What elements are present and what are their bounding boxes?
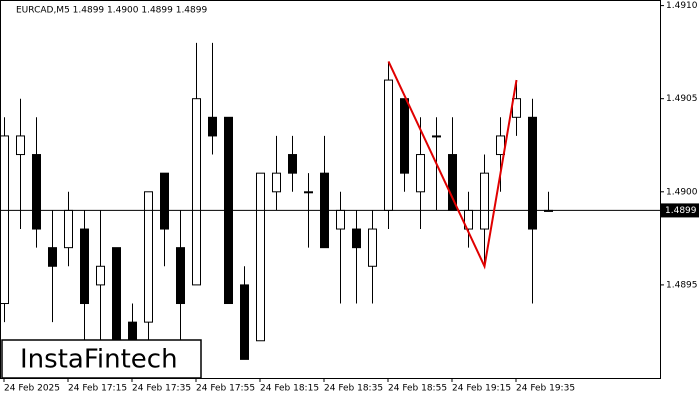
y-tick-label: 1.4895	[666, 280, 698, 290]
x-tick-label: 24 Feb 17:15	[68, 384, 127, 394]
candle-body	[384, 79, 393, 211]
last-price-box	[661, 203, 699, 218]
x-tick-label: 24 Feb 17:35	[132, 384, 191, 394]
candle-body	[208, 116, 217, 137]
candle-body	[64, 209, 73, 249]
candle-body	[160, 172, 169, 230]
plot-frame	[0, 0, 661, 379]
candle-body	[48, 247, 57, 267]
candle-body	[480, 172, 489, 230]
candle-body	[128, 321, 137, 342]
watermark-box	[1, 339, 202, 379]
candle-body	[432, 135, 441, 138]
chart-title: EURCAD,M5 1.4899 1.4900 1.4899 1.4899	[16, 6, 207, 16]
candle-body	[0, 135, 9, 305]
candle-body	[144, 191, 153, 323]
candle-body	[368, 228, 377, 267]
candle-body	[272, 172, 281, 193]
y-tick-label: 1.4905	[666, 94, 698, 104]
last-price-label: 1.4899	[665, 206, 697, 216]
candle-body	[288, 154, 297, 174]
y-tick-label: 1.4910	[666, 1, 698, 11]
x-tick-label: 24 Feb 19:35	[516, 384, 575, 394]
candle-body	[240, 284, 249, 360]
x-tick-label: 24 Feb 17:55	[196, 384, 255, 394]
candle-body	[416, 154, 425, 193]
candle-body	[16, 135, 25, 156]
x-tick-label: 24 Feb 19:15	[452, 384, 511, 394]
x-tick-label: 24 Feb 2025	[4, 384, 60, 394]
x-tick-label: 24 Feb 18:15	[260, 384, 319, 394]
y-tick-label: 1.4900	[666, 187, 698, 197]
candle-body	[80, 228, 89, 305]
x-tick-label: 24 Feb 18:35	[324, 384, 383, 394]
candle-body	[400, 98, 409, 174]
candle-body	[96, 265, 105, 286]
candle-body	[304, 191, 313, 194]
pattern-line	[387, 61, 518, 270]
candle-body	[32, 154, 41, 230]
x-tick-label: 24 Feb 18:55	[388, 384, 447, 394]
watermark: InstaFintech	[20, 345, 178, 375]
candle-body	[176, 247, 185, 305]
candle-body	[528, 116, 537, 230]
candle-body	[352, 228, 361, 249]
candle-body	[192, 98, 201, 286]
candle-body	[336, 209, 345, 230]
candle-body	[256, 172, 265, 342]
